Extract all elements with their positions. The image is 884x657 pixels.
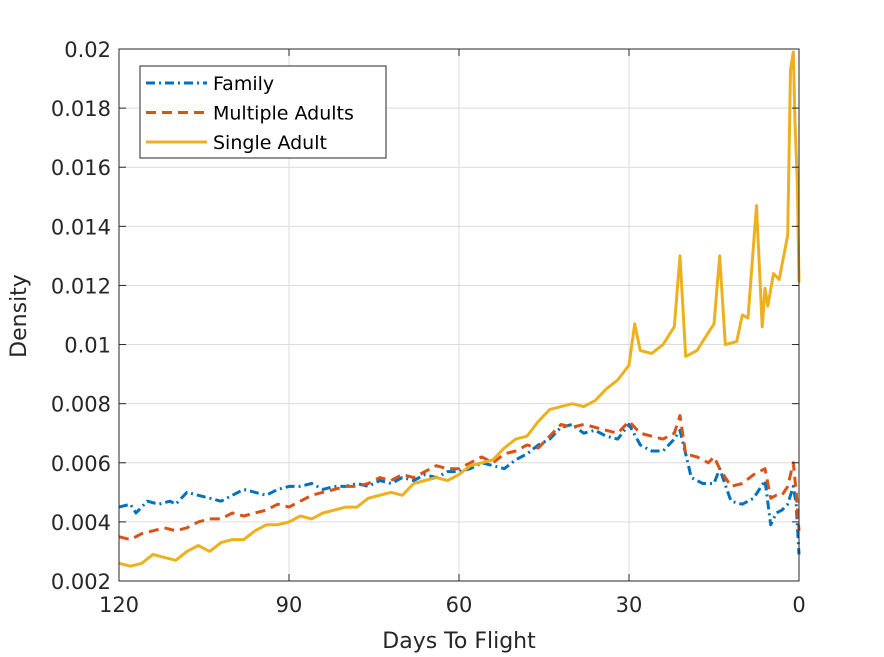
y-tick-label: 0.014 [51,215,111,239]
y-tick-label: 0.008 [51,393,111,417]
series-line-2 [118,50,801,568]
x-tick-label: 120 [99,593,139,617]
x-tick-label: 30 [616,593,643,617]
x-axis-label: Days To Flight [382,629,536,654]
y-axis: 0.002 0.004 0.006 0.008 0.01 0.012 0.014 0.016 0… [51,38,799,594]
legend-label: Single Adult [213,132,327,154]
y-tick-label: 0.006 [51,452,111,476]
legend: Family Multiple Adults Single Adult [139,65,387,159]
y-tick-label: 0.016 [51,156,111,180]
series-lines [118,50,801,568]
y-tick-label: 0.02 [64,38,111,62]
series-line-1 [118,414,801,542]
x-axis: 120 90 60 30 0 [99,49,806,617]
series-line-0 [118,422,801,555]
y-tick-label: 0.002 [51,570,111,594]
y-tick-label: 0.01 [64,334,111,358]
y-tick-label: 0.004 [51,511,111,535]
y-tick-label: 0.018 [51,97,111,121]
y-tick-label: 0.012 [51,274,111,298]
y-axis-label: Density [7,274,32,358]
x-tick-label: 60 [446,593,473,617]
legend-label: Family [213,73,274,95]
x-tick-label: 90 [276,593,303,617]
x-tick-label: 0 [792,593,805,617]
legend-label: Multiple Adults [213,103,354,125]
